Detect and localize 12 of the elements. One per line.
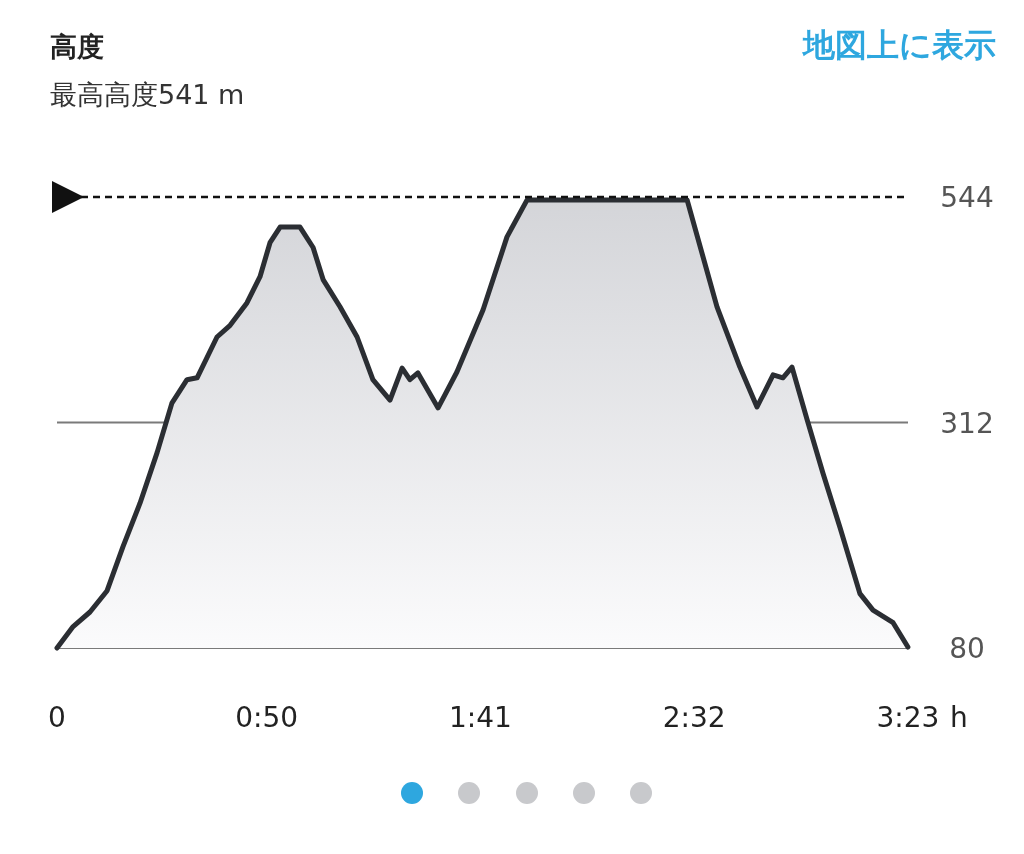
x-tick-label: 2:32 — [662, 701, 726, 734]
x-axis-title: h — [950, 701, 968, 734]
chart-subtitle: 最高高度541 m — [50, 79, 245, 110]
x-tick-label: 0 — [48, 701, 66, 734]
text: 地図上に表示 — [801, 26, 996, 64]
y-tick-label: 544 — [940, 181, 994, 214]
chart-title: 高度 — [50, 31, 104, 62]
y-tick-label: 312 — [940, 406, 994, 440]
x-tick-label: 3:23 — [876, 701, 940, 734]
x-tick-label: 0:50 — [235, 701, 299, 734]
y-tick-label: 80 — [949, 632, 985, 665]
x-tick-label: 1:41 — [448, 701, 512, 734]
